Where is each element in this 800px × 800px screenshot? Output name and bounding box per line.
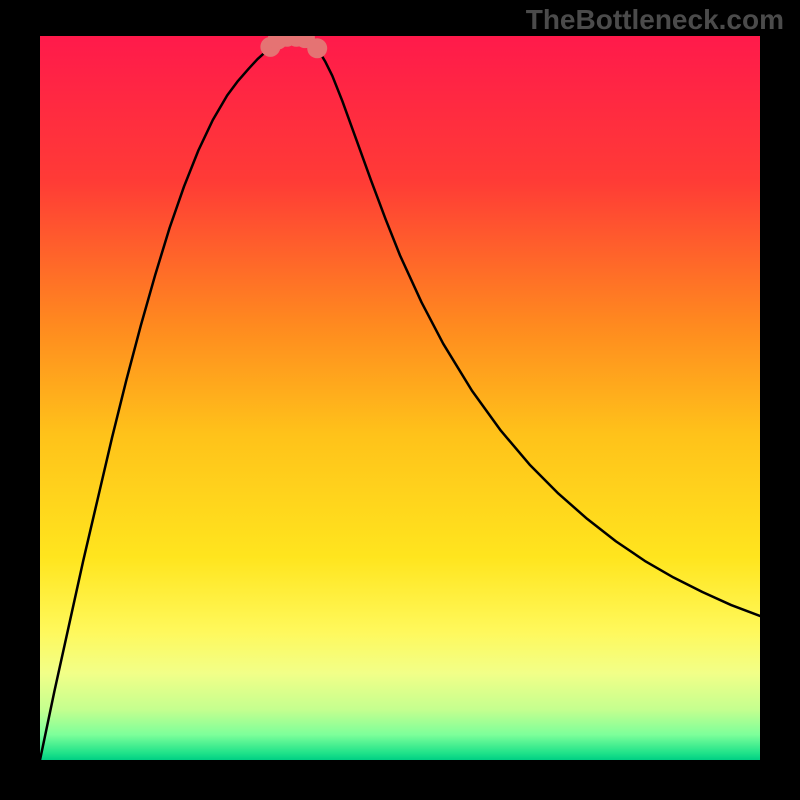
plot-area (40, 36, 760, 760)
curve-marker (307, 38, 327, 58)
plot-svg (40, 36, 760, 760)
chart-stage: TheBottleneck.com (0, 0, 800, 800)
watermark-text: TheBottleneck.com (526, 4, 784, 36)
gradient-background (40, 36, 760, 760)
